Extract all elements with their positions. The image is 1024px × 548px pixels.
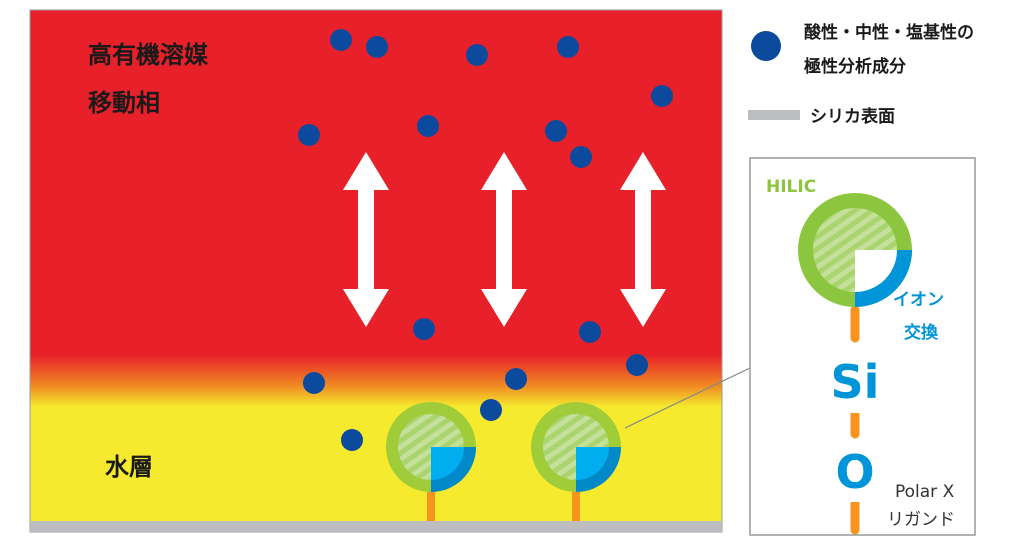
analyte-dot	[298, 124, 320, 146]
legend-analyte-1: 酸性・中性・塩基性の	[804, 22, 974, 43]
exchange-arrows	[343, 152, 666, 327]
analyte-dot	[651, 85, 673, 107]
organic-label-2: 移動相	[88, 89, 160, 117]
organic-label-1: 高有機溶媒	[88, 41, 209, 69]
hilic-label: HILIC	[766, 177, 816, 197]
callout-line	[624, 367, 751, 429]
analyte-dot	[626, 354, 648, 376]
ligand-2	[531, 402, 621, 521]
double-arrow-icon	[481, 152, 527, 327]
analyte-dot	[417, 115, 439, 137]
ligand-label-1: Polar X	[895, 482, 955, 502]
o-label: O	[835, 445, 874, 499]
analyte-dot	[413, 318, 435, 340]
silica-surface	[30, 521, 722, 532]
ion-exchange-label-1: イオン	[893, 290, 944, 310]
analyte-dot	[366, 36, 388, 58]
analyte-dot	[570, 146, 592, 168]
analyte-legend-icon	[751, 31, 781, 61]
hilic-ion-exchange-ligand	[798, 193, 912, 307]
ligand-1	[386, 402, 476, 521]
analyte-dot	[545, 120, 567, 142]
ligand-label-2: リガンド	[887, 510, 955, 530]
double-arrow-icon	[343, 152, 389, 327]
analyte-dot	[341, 429, 363, 451]
analyte-dot	[303, 372, 325, 394]
analyte-dot	[480, 399, 502, 421]
analyte-dot	[466, 44, 488, 66]
ion-exchange-label-2: 交換	[904, 322, 939, 343]
analytes	[298, 29, 673, 451]
analyte-dot	[330, 29, 352, 51]
silica-legend-icon	[748, 110, 800, 120]
analyte-dot	[557, 36, 579, 58]
legend-silica: シリカ表面	[810, 106, 895, 127]
double-arrow-icon	[620, 152, 666, 327]
water-layer-label: 水層	[105, 453, 153, 481]
analyte-dot	[579, 321, 601, 343]
analyte-dot	[505, 368, 527, 390]
legend-analyte-2: 極性分析成分	[804, 56, 906, 77]
si-label: Si	[831, 355, 880, 409]
